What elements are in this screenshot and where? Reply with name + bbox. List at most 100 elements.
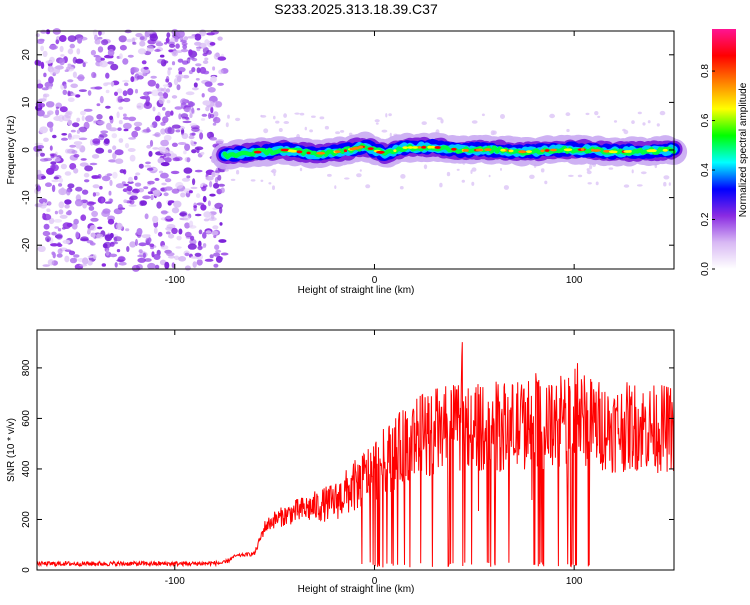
noise-blob <box>176 75 182 83</box>
noise-blob <box>106 173 113 177</box>
noise-speck <box>540 168 545 173</box>
noise-blob <box>209 181 213 188</box>
noise-blob <box>54 210 59 215</box>
noise-blob <box>109 116 114 124</box>
noise-blob <box>114 262 118 268</box>
noise-blob <box>119 44 127 51</box>
noise-blob <box>89 162 98 166</box>
noise-blob <box>38 198 48 204</box>
noise-blob <box>217 56 227 61</box>
noise-blob <box>174 106 183 110</box>
noise-blob <box>42 230 51 237</box>
noise-blob <box>218 183 225 187</box>
noise-blob <box>71 150 78 154</box>
noise-blob <box>122 97 131 103</box>
noise-blob <box>36 83 44 89</box>
noise-blob <box>181 132 189 140</box>
noise-blob <box>157 87 165 92</box>
noise-blob <box>169 43 176 48</box>
noise-blob <box>93 54 100 58</box>
noise-blob <box>58 183 63 187</box>
noise-blob <box>191 149 197 154</box>
noise-blob <box>96 103 101 107</box>
noise-blob <box>190 235 195 241</box>
noise-speck <box>400 174 406 179</box>
noise-blob <box>45 101 55 108</box>
noise-blob <box>176 30 185 38</box>
noise-blob <box>192 261 197 268</box>
ridge-hotspot <box>550 148 557 152</box>
noise-speck <box>311 115 316 118</box>
noise-blob <box>181 177 191 182</box>
noise-blob <box>101 263 107 267</box>
noise-blob <box>165 88 171 93</box>
noise-blob <box>150 246 154 250</box>
noise-blob <box>72 71 77 78</box>
noise-blob <box>51 184 56 193</box>
noise-speck <box>421 121 427 125</box>
noise-blob <box>202 60 209 64</box>
noise-blob <box>178 67 186 73</box>
noise-blob <box>213 182 220 189</box>
noise-blob <box>122 79 130 83</box>
noise-blob <box>70 83 78 89</box>
noise-blob <box>94 34 98 41</box>
noise-speck <box>250 179 256 182</box>
noise-blob <box>68 250 76 256</box>
noise-blob <box>69 43 76 49</box>
noise-speck <box>225 122 229 128</box>
noise-blob <box>171 207 180 214</box>
noise-blob <box>58 201 65 209</box>
noise-blob <box>113 208 123 215</box>
noise-blob <box>99 185 103 190</box>
noise-blob <box>191 67 196 73</box>
noise-blob <box>83 108 93 112</box>
noise-blob <box>117 256 126 262</box>
noise-blob <box>153 40 162 44</box>
noise-blob <box>202 52 208 57</box>
noise-blob <box>216 256 224 261</box>
spectrogram-y-tick-label: -10 <box>21 190 32 205</box>
snr-panel: -100 0 100 0 200 400 600 800 Height of straigh… <box>6 329 675 595</box>
noise-blob <box>51 231 57 236</box>
noise-blob <box>188 220 194 228</box>
noise-blob <box>160 139 170 147</box>
noise-speck <box>471 181 475 186</box>
noise-blob <box>64 111 72 119</box>
noise-blob <box>114 149 124 156</box>
noise-blob <box>58 177 64 183</box>
noise-blob <box>200 118 206 121</box>
noise-blob <box>55 109 60 116</box>
colorbar-tick-label: 0.0 <box>700 262 711 276</box>
noise-blob <box>133 121 143 127</box>
noise-speck <box>436 117 443 120</box>
noise-blob <box>146 45 154 53</box>
noise-blob <box>117 95 123 103</box>
ridge-hotspot <box>434 146 441 149</box>
noise-blob <box>43 72 47 78</box>
noise-blob <box>159 95 164 99</box>
figure-title: S233.2025.313.18.39.C37 <box>274 1 438 17</box>
snr-series-line <box>36 342 675 568</box>
snr-y-tick-label: 800 <box>21 359 32 376</box>
noise-blob <box>138 163 144 169</box>
noise-blob <box>61 133 68 136</box>
noise-blob <box>99 60 108 68</box>
noise-blob <box>158 96 165 105</box>
noise-blob <box>213 234 217 239</box>
noise-blob <box>112 145 117 150</box>
noise-blob <box>194 33 202 41</box>
noise-blob <box>212 66 216 71</box>
noise-speck <box>636 184 643 187</box>
noise-speck <box>299 112 305 116</box>
noise-speck <box>272 185 275 190</box>
noise-blob <box>128 176 133 183</box>
noise-blob <box>157 231 163 237</box>
noise-blob <box>196 108 201 111</box>
ridge-hotspot <box>297 150 303 154</box>
noise-blob <box>147 79 156 87</box>
noise-blob <box>71 93 76 96</box>
noise-blob <box>85 115 94 122</box>
noise-blob <box>205 176 214 181</box>
